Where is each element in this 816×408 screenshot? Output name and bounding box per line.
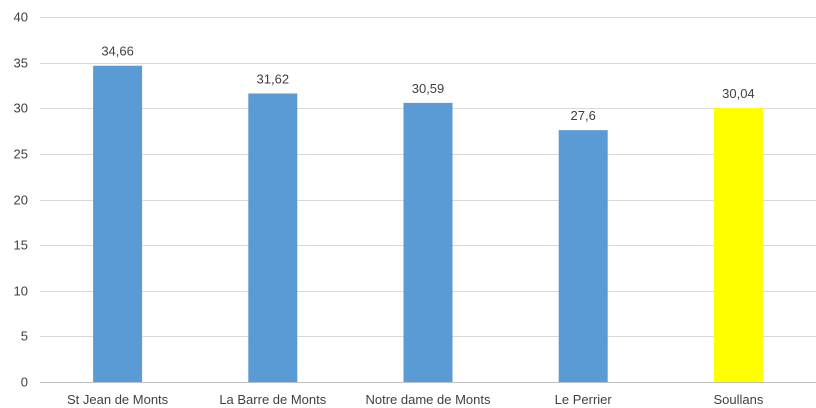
bar <box>403 102 453 383</box>
y-tick-label: 40 <box>14 10 28 25</box>
x-category-label: Soullans <box>713 392 763 407</box>
x-category-label: St Jean de Monts <box>67 392 169 407</box>
data-label: 27,6 <box>571 108 596 123</box>
y-tick-label: 5 <box>21 329 28 344</box>
x-axis-categories: St Jean de Monts La Barre de Monts Notre d… <box>67 392 764 407</box>
x-category-label: Notre dame de Monts <box>365 392 491 407</box>
y-tick-label: 30 <box>14 101 28 116</box>
y-tick-label: 35 <box>14 56 28 71</box>
bar <box>248 93 298 382</box>
bars <box>93 65 763 383</box>
bar <box>93 65 143 382</box>
data-label: 30,04 <box>722 86 755 101</box>
y-tick-label: 10 <box>14 284 28 299</box>
x-category-label: Le Perrier <box>555 392 613 407</box>
x-category-label: La Barre de Monts <box>219 392 326 407</box>
data-label: 34,66 <box>101 44 134 59</box>
y-tick-label: 25 <box>14 147 28 162</box>
y-tick-label: 0 <box>21 375 28 390</box>
data-label: 31,62 <box>257 71 290 86</box>
y-tick-label: 20 <box>14 193 28 208</box>
bar <box>713 107 763 382</box>
data-labels: 34,66 31,62 30,59 27,6 30,04 <box>101 44 754 123</box>
y-tick-label: 15 <box>14 238 28 253</box>
y-axis-ticks: 0 5 10 15 20 25 30 35 40 <box>14 10 28 390</box>
data-label: 30,59 <box>412 81 445 96</box>
bar <box>558 130 608 382</box>
